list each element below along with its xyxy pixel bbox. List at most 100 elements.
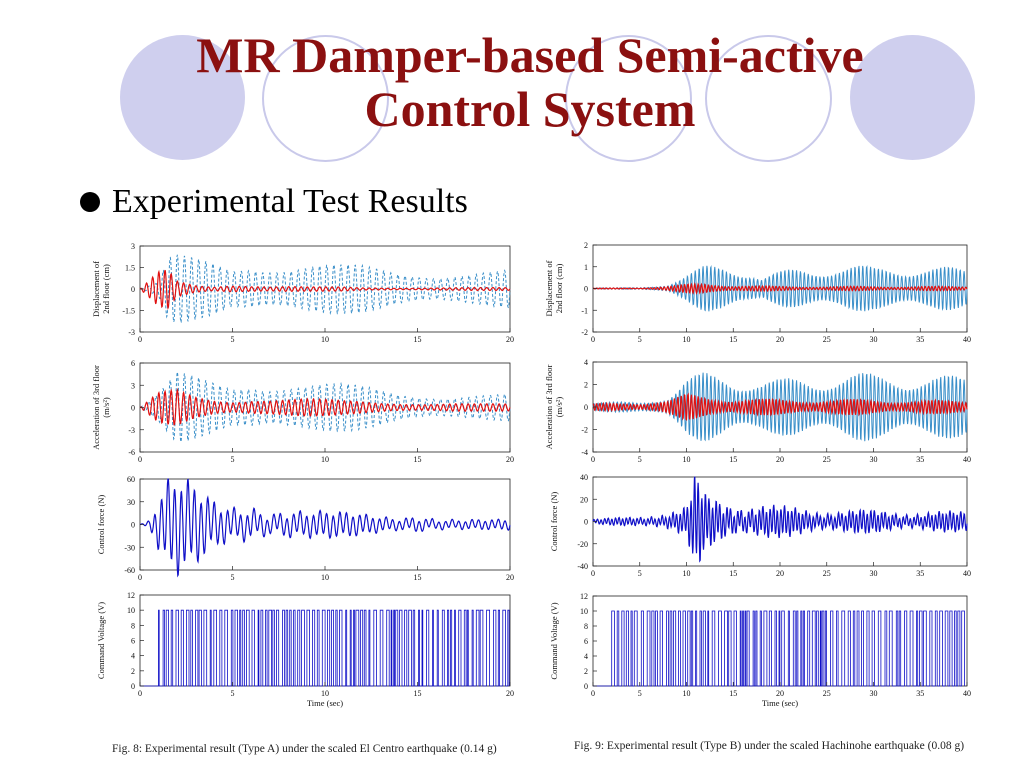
x-tick-label: 5 [638,689,642,698]
x-tick-label: 20 [776,689,784,698]
y-tick-label: 3 [131,242,135,251]
y-axis-label: Acceleration of 3rd floor [544,364,554,449]
x-tick-label: 20 [506,335,514,344]
x-tick-label: 15 [414,455,422,464]
x-tick-label: 40 [963,335,971,344]
y-tick-label: -2 [581,426,588,435]
y-axis-label: Control force (N) [96,495,106,555]
y-tick-label: 4 [131,652,135,661]
x-tick-label: 0 [591,455,595,464]
x-tick-label: 15 [729,455,737,464]
x-tick-label: 10 [321,573,329,582]
y-axis-label: Displacement of [544,260,554,316]
y-tick-label: 12 [127,591,135,600]
y-axis-label: Displacement of [91,261,101,317]
y-tick-label: 3 [131,381,135,390]
bullet-item: Experimental Test Results [80,183,468,221]
x-tick-label: 15 [729,689,737,698]
y-tick-label: 6 [131,637,135,646]
x-tick-label: 25 [823,689,831,698]
x-tick-label: 40 [963,689,971,698]
x-tick-label: 35 [916,335,924,344]
y-tick-label: 0 [584,403,588,412]
x-tick-label: 0 [591,569,595,578]
x-tick-label: 35 [916,689,924,698]
series-1-line [139,478,511,578]
x-tick-label: 20 [776,569,784,578]
x-axis-label: Time (sec) [762,698,798,708]
y-tick-label: 40 [580,473,588,482]
y-axis-label: 2nd floor (cm) [101,264,111,314]
x-axis-label: Time (sec) [307,698,343,708]
x-tick-label: 5 [638,455,642,464]
x-tick-label: 30 [870,569,878,578]
x-tick-label: 35 [916,569,924,578]
y-tick-label: 2 [584,241,588,250]
x-tick-label: 5 [231,455,235,464]
y-tick-label: 8 [131,621,135,630]
x-tick-label: 35 [916,455,924,464]
bullet-text: Experimental Test Results [112,183,468,220]
y-tick-label: 6 [584,637,588,646]
x-tick-label: 10 [321,689,329,698]
y-axis-label: Acceleration of 3rd floor [91,365,101,450]
x-tick-label: 40 [963,569,971,578]
x-tick-label: 10 [683,455,691,464]
x-tick-label: 10 [683,569,691,578]
series-2-line [592,392,968,421]
decor-circle-5 [850,35,975,160]
x-tick-label: 10 [321,455,329,464]
figure-8-caption: Fig. 8: Experimental result (Type A) und… [112,743,497,755]
decor-circle-4 [705,35,832,162]
y-tick-label: -6 [128,448,135,457]
y-tick-label: 30 [127,498,135,507]
series-2-line [139,269,511,311]
y-tick-label: -40 [577,562,588,571]
y-tick-label: 1.5 [125,264,135,273]
y-tick-label: 10 [580,607,588,616]
x-tick-label: 5 [231,335,235,344]
y-tick-label: 0 [584,285,588,294]
x-tick-label: 0 [591,335,595,344]
bullet-dot [80,192,100,212]
x-tick-label: 30 [870,455,878,464]
y-tick-label: 12 [580,592,588,601]
decor-circle-3 [565,35,692,162]
y-tick-label: 2 [584,667,588,676]
x-tick-label: 40 [963,455,971,464]
series-1-line [592,476,968,563]
y-tick-label: -30 [124,543,135,552]
y-tick-label: -2 [581,328,588,337]
y-tick-label: 20 [580,495,588,504]
y-tick-label: 0 [584,682,588,691]
y-tick-label: 60 [127,475,135,484]
y-tick-label: -60 [124,566,135,575]
voltage-pulses [593,610,965,687]
y-axis-label: Command Voltage (V) [549,602,559,679]
y-axis-label: (m/s²) [101,397,111,418]
x-tick-label: 5 [638,569,642,578]
x-tick-label: 20 [506,455,514,464]
x-tick-label: 15 [414,689,422,698]
y-tick-label: 0 [131,682,135,691]
x-tick-label: 30 [870,689,878,698]
x-tick-label: 0 [138,335,142,344]
x-tick-label: 5 [638,335,642,344]
x-tick-label: 20 [776,455,784,464]
x-tick-label: 0 [138,689,142,698]
series-2-line [139,387,511,426]
x-tick-label: 25 [823,455,831,464]
x-tick-label: 20 [506,573,514,582]
y-tick-label: 4 [584,652,588,661]
y-axis-label: Control force (N) [549,492,559,552]
x-tick-label: 15 [729,569,737,578]
x-tick-label: 15 [414,573,422,582]
